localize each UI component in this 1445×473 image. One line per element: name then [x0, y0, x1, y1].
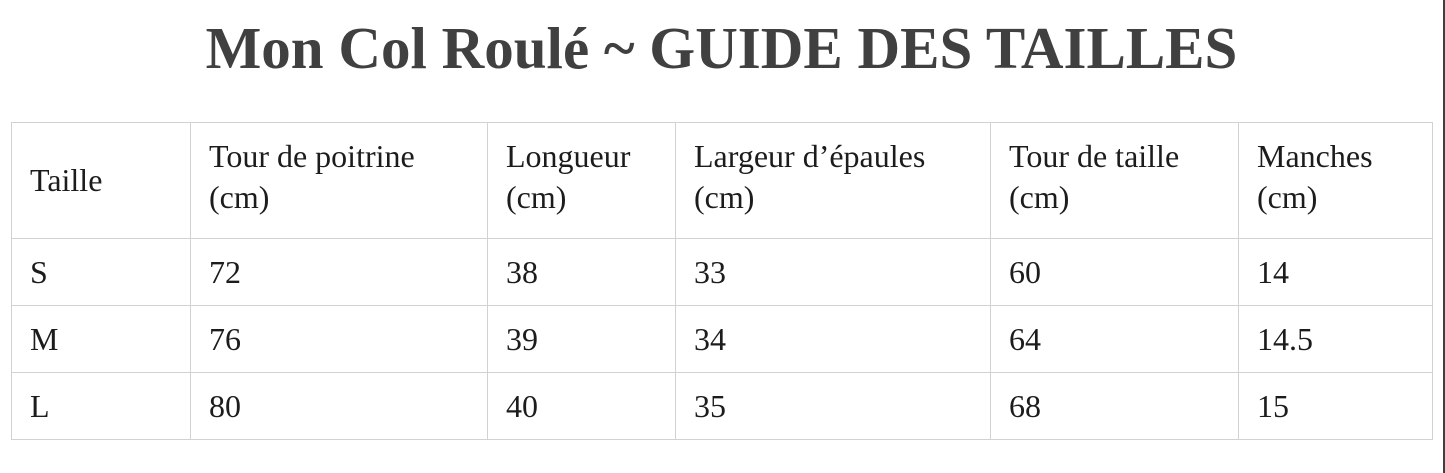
column-header-largeur-epaules: Largeur d’épaules (cm) — [675, 122, 991, 239]
cell-longueur: 40 — [487, 372, 676, 440]
cell-largeur-epaules: 34 — [675, 305, 991, 373]
table-row: L 80 40 35 68 15 — [11, 372, 1433, 440]
size-chart-table: Taille Tour de poitrine (cm) Longueur (c… — [11, 122, 1433, 440]
cell-longueur: 38 — [487, 238, 676, 306]
cell-largeur-epaules: 33 — [675, 238, 991, 306]
column-header-largeur-epaules-label: Largeur d’épaules — [694, 138, 926, 174]
cell-manches: 14.5 — [1238, 305, 1433, 373]
table-row: S 72 38 33 60 14 — [11, 238, 1433, 306]
cell-manches: 15 — [1238, 372, 1433, 440]
cell-taille: L — [11, 372, 191, 440]
size-chart-container: Taille Tour de poitrine (cm) Longueur (c… — [11, 122, 1433, 440]
column-header-tour-de-taille-unit: (cm) — [1009, 179, 1070, 215]
column-header-manches: Manches (cm) — [1238, 122, 1433, 239]
column-header-longueur: Longueur (cm) — [487, 122, 676, 239]
table-header-row: Taille Tour de poitrine (cm) Longueur (c… — [11, 122, 1433, 239]
column-header-tour-de-taille-label: Tour de taille — [1009, 138, 1180, 174]
cell-tour-de-poitrine: 72 — [190, 238, 488, 306]
cell-tour-de-taille: 68 — [990, 372, 1239, 440]
table-header: Taille Tour de poitrine (cm) Longueur (c… — [11, 122, 1433, 239]
table-row: M 76 39 34 64 14.5 — [11, 305, 1433, 373]
cell-tour-de-taille: 60 — [990, 238, 1239, 306]
column-header-tour-de-poitrine-unit: (cm) — [209, 179, 270, 215]
column-header-longueur-label: Longueur — [506, 138, 631, 174]
column-header-manches-unit: (cm) — [1257, 179, 1318, 215]
cell-tour-de-taille: 64 — [990, 305, 1239, 373]
cell-tour-de-poitrine: 80 — [190, 372, 488, 440]
column-header-tour-de-taille: Tour de taille (cm) — [990, 122, 1239, 239]
cell-taille: M — [11, 305, 191, 373]
table-body: S 72 38 33 60 14 M 76 39 34 64 14.5 L — [11, 238, 1433, 440]
column-header-tour-de-poitrine-label: Tour de poitrine — [209, 138, 415, 174]
column-header-tour-de-poitrine: Tour de poitrine (cm) — [190, 122, 488, 239]
page-title: Mon Col Roulé ~ GUIDE DES TAILLES — [205, 15, 1238, 81]
column-header-taille-label: Taille — [30, 162, 103, 198]
column-header-largeur-epaules-unit: (cm) — [694, 179, 755, 215]
cell-taille: S — [11, 238, 191, 306]
cell-longueur: 39 — [487, 305, 676, 373]
column-header-longueur-unit: (cm) — [506, 179, 567, 215]
cell-tour-de-poitrine: 76 — [190, 305, 488, 373]
cell-manches: 14 — [1238, 238, 1433, 306]
cell-largeur-epaules: 35 — [675, 372, 991, 440]
column-header-taille: Taille — [11, 122, 191, 239]
column-header-manches-label: Manches — [1257, 138, 1373, 174]
